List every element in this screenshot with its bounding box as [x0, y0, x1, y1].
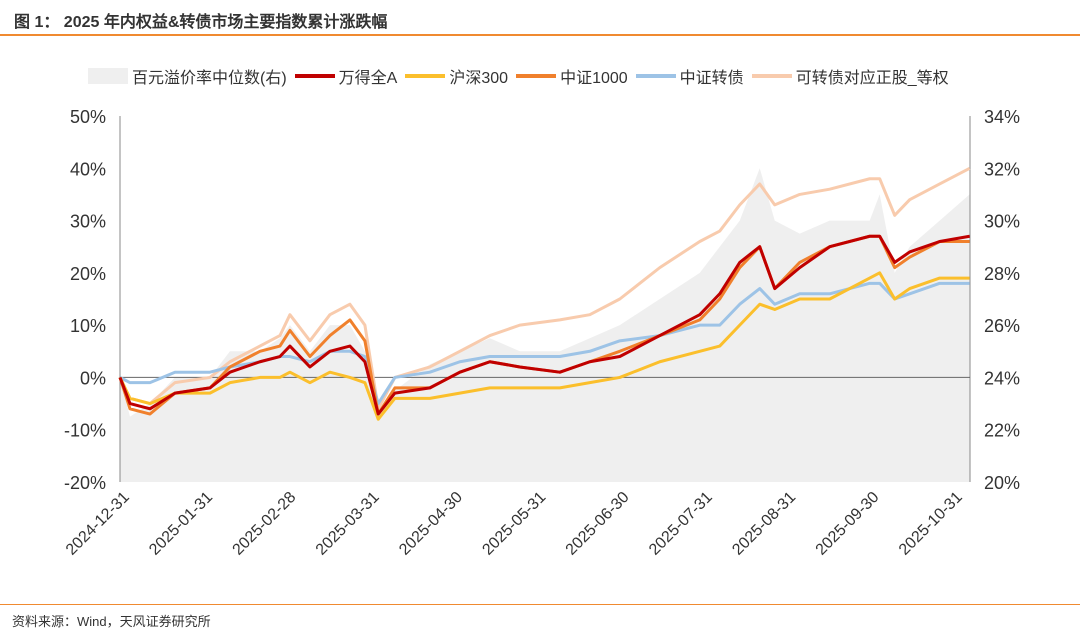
legend-item-csi1000: 中证1000: [516, 64, 628, 88]
legend-label: 沪深300: [449, 70, 509, 87]
y-right-tick-label: 26%: [984, 316, 1020, 336]
legend-item-premium: 百元溢价率中位数(右): [88, 64, 287, 88]
legend: 百元溢价率中位数(右) 万得全A 沪深300 中证1000 中证转债 可转债对应…: [88, 64, 949, 88]
series-line-可转债对应正股_等权: [118, 166, 971, 411]
x-tick-label: 2025-01-31: [146, 489, 216, 559]
x-tick-label: 2025-09-30: [813, 489, 883, 559]
source-note: 资料来源：Wind，天风证券研究所: [12, 614, 211, 629]
series-line-沪深300: [118, 271, 970, 421]
legend-swatch: [294, 74, 335, 78]
x-tick-label: 2025-05-31: [479, 489, 549, 559]
y-left-tick-label: 20%: [70, 264, 106, 284]
y-left-tick-label: -10%: [64, 421, 106, 441]
footer-rule: [0, 604, 1080, 605]
series-line-万得全A: [118, 234, 970, 416]
y-right-tick-label: 20%: [984, 473, 1020, 493]
x-tick-label: 2025-04-30: [396, 489, 466, 559]
legend-swatch: [635, 74, 676, 78]
y-right-tick-label: 30%: [984, 212, 1020, 232]
y-left-tick-label: 0%: [80, 368, 106, 388]
legend-swatch: [751, 74, 792, 78]
x-tick-label: 2025-07-31: [646, 489, 716, 559]
y-left-tick-label: 30%: [70, 212, 106, 232]
y-left-tick-label: 40%: [70, 159, 106, 179]
x-tick-label: 2025-06-30: [563, 489, 633, 559]
legend-label: 中证1000: [560, 70, 628, 87]
x-tick-label: 2025-08-31: [729, 489, 799, 559]
y-right-tick-label: 32%: [984, 159, 1020, 179]
legend-swatch: [88, 68, 128, 84]
x-tick-label: 2024-12-31: [63, 489, 133, 559]
y-right-tick-label: 22%: [984, 421, 1020, 441]
y-right-tick-label: 24%: [984, 368, 1020, 388]
legend-item-wind-a: 万得全A: [294, 64, 398, 88]
legend-swatch: [405, 74, 446, 78]
legend-item-csi300: 沪深300: [405, 64, 508, 88]
legend-item-cb-index: 中证转债: [635, 64, 744, 88]
legend-label: 百元溢价率中位数(右): [132, 70, 287, 87]
legend-label: 可转债对应正股_等权: [795, 70, 949, 87]
y-left-tick-label: 10%: [70, 316, 106, 336]
legend-item-underlying: 可转债对应正股_等权: [751, 64, 949, 88]
legend-swatch: [516, 74, 557, 78]
legend-label: 万得全A: [338, 70, 398, 87]
title-rule: [0, 34, 1080, 36]
legend-label: 中证转债: [679, 70, 744, 87]
y-right-tick-label: 28%: [984, 264, 1020, 284]
y-right-tick-label: 34%: [984, 107, 1020, 127]
x-tick-label: 2025-03-31: [313, 489, 383, 559]
y-left-tick-label: 50%: [70, 107, 106, 127]
x-tick-label: 2025-10-31: [896, 489, 966, 559]
x-tick-label: 2025-02-28: [230, 489, 300, 559]
premium-area: [120, 168, 970, 483]
chart-title: 图 1： 2025 年内权益&转债市场主要指数累计涨跌幅: [14, 14, 388, 31]
y-left-tick-label: -20%: [64, 473, 106, 493]
